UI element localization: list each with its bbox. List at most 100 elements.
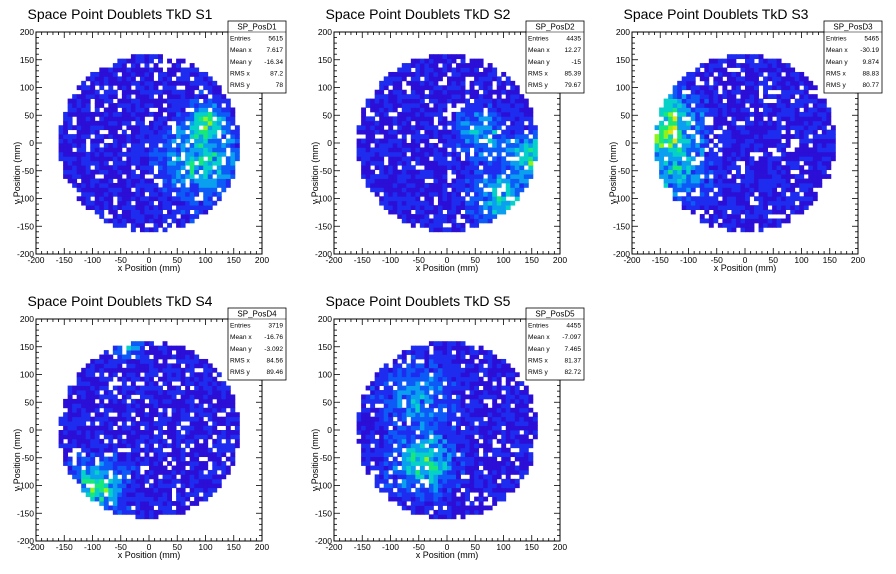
heatmap-cell [126,174,132,179]
heatmap-cell [185,358,191,364]
heatmap-cell [745,67,750,73]
heatmap-cell [176,160,182,166]
heatmap-cell [776,120,782,126]
heatmap-cell [112,358,118,364]
heatmap-cell [474,138,480,144]
heatmap-cell [428,107,434,113]
heatmap-cell [130,169,136,175]
heatmap-cell [90,205,96,210]
heatmap-cell [821,151,827,157]
heatmap-cell [135,165,141,171]
x-tick-label: -150 [652,255,669,265]
heatmap-cell [478,209,484,215]
heatmap-cell [379,80,385,86]
heatmap-cell [194,358,200,364]
heatmap-cell [392,143,398,148]
heatmap-cell [492,169,498,175]
heatmap-cell [203,160,209,166]
heatmap-cell [198,447,204,453]
heatmap-cell [370,120,376,126]
heatmap-cell [699,134,705,139]
heatmap-cell [776,160,782,166]
heatmap-cell [194,438,200,444]
heatmap-cell [158,200,163,206]
heatmap-cell [72,103,78,108]
heatmap-cell [72,438,78,444]
y-tick-label: 150 [616,55,630,65]
stats-row-value: 5465 [864,36,879,43]
heatmap-cell [397,120,403,126]
heatmap-cell [171,367,177,373]
heatmap-cell [90,169,96,175]
heatmap-cell [185,381,191,386]
heatmap-cell [424,63,430,68]
heatmap-cell [176,461,182,466]
heatmap-cell [117,434,123,440]
heatmap-cell [451,209,457,215]
heatmap-cell [176,169,182,175]
heatmap-cell [180,403,186,409]
heatmap-cell [790,76,796,82]
heatmap-cell [185,134,191,139]
heatmap-cell [99,456,105,462]
heatmap-cell [194,354,200,360]
heatmap-cell [135,514,141,520]
heatmap-cell [659,129,665,135]
heatmap-cell [433,134,439,139]
heatmap-cell [112,129,118,135]
heatmap-cell [803,169,809,175]
heatmap-cell [478,143,484,148]
heatmap-cell [492,111,498,117]
heatmap-cell [72,385,78,391]
heatmap-cell [216,103,222,108]
heatmap-cell [415,85,421,91]
heatmap-cell [94,478,100,484]
heatmap-cell [717,222,723,228]
heatmap-cell [58,125,64,131]
heatmap-cell [514,147,520,153]
heatmap-cell [799,120,805,126]
heatmap-cell [185,111,191,117]
heatmap-cell [171,465,177,471]
heatmap-cell [99,76,105,82]
heatmap-cell [207,385,213,391]
heatmap-cell [456,134,461,139]
heatmap-cell [162,412,168,418]
heatmap-cell [794,209,800,215]
heatmap-cell [203,385,209,391]
heatmap-cell [185,354,191,360]
heatmap-cell [528,143,534,148]
heatmap-cell [149,492,154,497]
heatmap-cell [108,367,114,373]
heatmap-cell [460,147,466,153]
heatmap-cell [126,350,132,355]
heatmap-cell [745,76,750,82]
heatmap-cell [185,452,191,458]
heatmap-cell [365,120,371,126]
heatmap-cell [189,187,195,193]
heatmap-cell [379,160,385,166]
heatmap-cell [167,469,172,475]
heatmap-cell [817,125,823,131]
heatmap-cell [144,147,150,153]
heatmap-cell [135,182,141,188]
heatmap-cell [194,456,200,462]
heatmap-cell [139,71,145,77]
heatmap-cell [681,169,687,175]
heatmap-cell [139,107,145,113]
heatmap-cell [158,461,163,466]
heatmap-cell [76,120,82,126]
heatmap-cell [672,143,678,148]
heatmap-cell [221,390,227,395]
heatmap-cell [67,425,73,431]
heatmap-cell [519,103,525,108]
heatmap-cell [108,107,114,113]
heatmap-cell [745,111,750,117]
heatmap-cell [176,200,182,206]
heatmap-cell [474,200,480,206]
heatmap-cell [483,71,489,77]
heatmap-cell [447,129,452,135]
heatmap-cell [695,196,701,202]
heatmap-cell [514,94,520,99]
heatmap-cell [158,160,163,166]
